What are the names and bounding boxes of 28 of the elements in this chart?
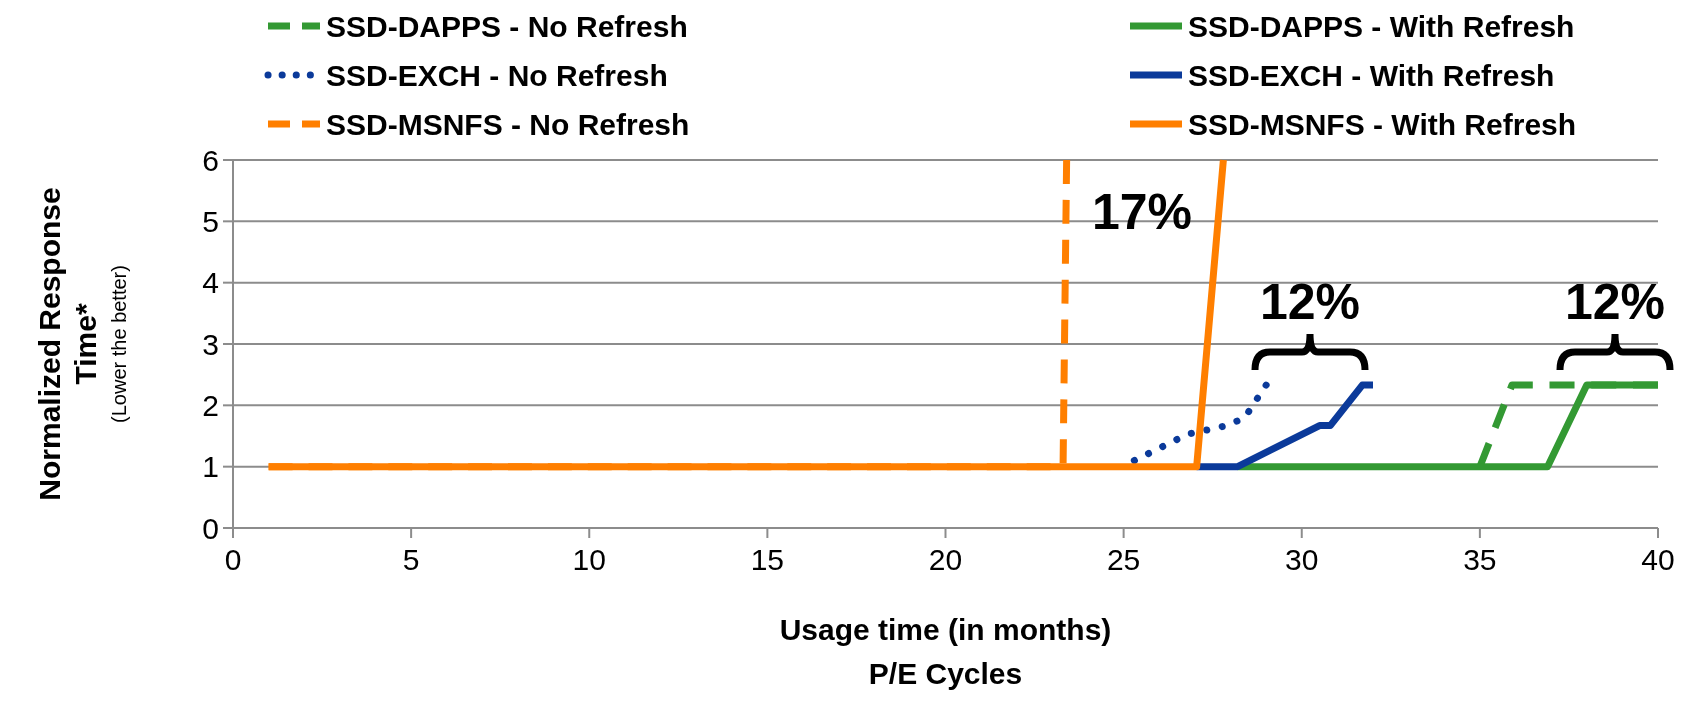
- x-tick-label: 25: [1106, 543, 1141, 576]
- annotation: 12%: [1259, 274, 1361, 330]
- annotation: 17%: [1091, 184, 1193, 240]
- x-tick-label: 40: [1641, 543, 1675, 576]
- y-tick-label: 3: [202, 327, 219, 361]
- legend-label: SSD-MSNFS - With Refresh: [1188, 107, 1577, 141]
- x-tick-label: 5: [402, 543, 420, 576]
- legend-label: SSD-DAPPS - With Refresh: [1188, 9, 1575, 43]
- y-tick-label: 6: [202, 143, 219, 177]
- y-tick-label: 0: [202, 511, 219, 545]
- annotation: 12%: [1564, 274, 1666, 330]
- legend-label: SSD-EXCH - No Refresh: [326, 58, 668, 92]
- legend-label: SSD-MSNFS - No Refresh: [326, 107, 690, 141]
- x-tick-label: 0: [224, 543, 242, 576]
- y-tick-label: 1: [202, 450, 219, 484]
- text: (Lower the better): [108, 265, 130, 423]
- x-tick-label: 15: [750, 543, 785, 576]
- legend-label: SSD-EXCH - With Refresh: [1188, 58, 1555, 92]
- y-tick-label: 2: [202, 388, 219, 422]
- x-axis-title: Usage time (in months) P/E Cycles: [779, 613, 1112, 690]
- legend-label: SSD-DAPPS - No Refresh: [326, 9, 688, 43]
- y-tick-label: 5: [202, 204, 219, 238]
- x-tick-label: 35: [1463, 543, 1497, 576]
- x-tick-label: 10: [572, 543, 606, 576]
- y-tick-label: 4: [202, 266, 219, 300]
- x-tick-label: 20: [928, 543, 963, 576]
- x-tick-label: 30: [1285, 543, 1319, 576]
- y-axis-title: Normalized Response Time*: [33, 187, 102, 501]
